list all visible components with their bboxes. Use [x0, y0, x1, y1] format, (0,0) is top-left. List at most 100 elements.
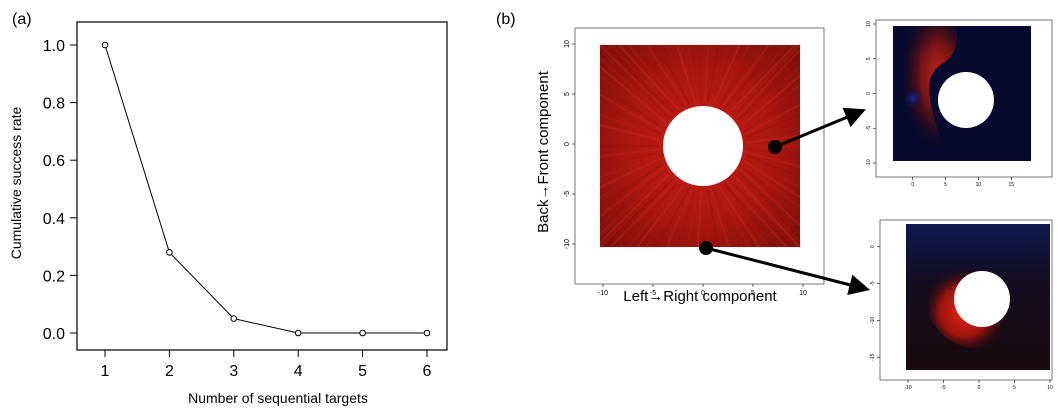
y-tick-label: -5 — [870, 281, 876, 286]
texture-streak — [715, 44, 751, 105]
texture-streak — [735, 173, 801, 244]
inset-bottom: -10 -5 0 5 10 -15 -10 -5 0 — [870, 219, 1053, 391]
inset-top-blue-blob — [902, 87, 924, 109]
inset-bottom-x-axis: -10 -5 0 5 10 — [904, 380, 1053, 391]
y-axis: 0.0 0.2 0.4 0.6 0.8 1.0 — [43, 38, 77, 343]
y-tick-label: -5 — [866, 126, 872, 131]
texture-streak — [645, 186, 688, 248]
inset-top-red-region — [893, 26, 958, 150]
texture-streak — [696, 44, 703, 103]
texture-streak — [655, 44, 691, 105]
y-tick-label: 0.4 — [43, 211, 65, 228]
x-tick-label: 15 — [1009, 182, 1015, 188]
texture-streak — [686, 189, 700, 248]
texture-streak — [718, 186, 761, 248]
x-tick-label: -10 — [904, 385, 911, 391]
y-tick-label: 0.2 — [43, 268, 65, 285]
main-heatmap: -10 -5 0 5 10 -10 -5 0 5 10 Left→Right component… — [535, 27, 825, 305]
texture-streak — [742, 84, 801, 129]
texture-streak — [737, 57, 801, 121]
texture-streak — [741, 74, 801, 127]
x-tick-label: 10 — [976, 182, 982, 188]
y-tick-label: -15 — [870, 353, 876, 360]
panel-b: (b) -10 -5 0 5 10 -10 -5 0 5 10 Left→Right compo… — [496, 11, 1053, 391]
data-point — [359, 329, 366, 337]
texture-streak — [746, 134, 801, 145]
panel-b-label: (b) — [496, 11, 516, 28]
y-tick-label: 5 — [866, 57, 872, 60]
texture-streak — [735, 48, 801, 119]
inset-bottom-hole — [954, 271, 1010, 327]
main-y-axis: -10 -5 0 5 10 — [564, 40, 575, 249]
texture-streak — [599, 65, 667, 124]
texture-streak — [744, 103, 801, 135]
panel-a-label: (a) — [12, 11, 32, 28]
texture-streak — [733, 44, 801, 117]
texture-streak — [655, 187, 691, 248]
inset-top-y-axis: -10 -5 0 5 10 — [866, 21, 876, 167]
texture-streak — [745, 154, 801, 179]
texture-streak — [599, 162, 664, 208]
texture-streak — [712, 44, 741, 104]
texture-streak — [742, 163, 801, 208]
texture-streak — [706, 44, 720, 103]
x-tick-label: 3 — [229, 363, 238, 380]
inset-top: 0 5 10 15 -10 -5 0 5 10 — [866, 19, 1053, 188]
y-tick-label: -10 — [870, 317, 876, 324]
texture-streak — [706, 189, 720, 248]
texture-streak — [645, 44, 688, 106]
texture-streak — [599, 173, 671, 244]
texture-streak — [712, 188, 741, 248]
texture-streak — [609, 44, 677, 113]
texture-streak — [743, 160, 801, 199]
x-tick-label: 0 — [701, 290, 705, 297]
texture-streak — [665, 44, 694, 104]
y-tick-label: 0.6 — [43, 153, 65, 170]
texture-streak — [737, 171, 801, 235]
y-tick-label: 1.0 — [43, 38, 65, 55]
main-x-axis: -10 -5 0 5 10 — [598, 284, 807, 297]
texture-streak — [703, 44, 710, 103]
texture-streak — [665, 188, 694, 248]
texture-streak — [744, 157, 801, 189]
texture-streak — [599, 147, 660, 158]
connectors — [699, 107, 871, 296]
series-segment — [104, 44, 170, 253]
texture-streak — [599, 134, 660, 145]
texture-streak — [627, 44, 682, 109]
texture-streak — [599, 171, 669, 235]
texture-streak — [721, 184, 770, 248]
x-tick-label: 4 — [294, 363, 303, 380]
texture-streak — [743, 93, 801, 132]
texture-streak — [731, 44, 801, 115]
texture-streak — [746, 124, 801, 141]
texture-streak — [627, 183, 682, 248]
x-tick-label: 6 — [423, 363, 432, 380]
texture-streak — [686, 44, 700, 103]
texture-streak — [696, 189, 703, 248]
y-tick-label: 0 — [870, 245, 876, 248]
x-tick-label: 10 — [1047, 385, 1053, 391]
texture-streak — [636, 44, 685, 108]
texture-streak — [715, 187, 751, 248]
x-tick-label: -5 — [650, 290, 656, 297]
x-tick-label: 5 — [358, 363, 367, 380]
texture-streak — [599, 93, 663, 132]
texture-streak — [636, 184, 685, 248]
texture-streak — [745, 113, 801, 138]
texture-streak — [729, 179, 797, 248]
inset-top-x-axis: 0 5 10 15 — [911, 177, 1014, 188]
texture-streak — [618, 181, 680, 248]
y-axis-label: Cumulative success rate — [8, 107, 24, 260]
texture-streak — [599, 84, 664, 130]
texture-streak — [599, 157, 662, 189]
data-point — [101, 41, 109, 49]
texture-streak — [724, 183, 779, 248]
x-tick-label: 5 — [1013, 385, 1016, 391]
x-tick-label: -10 — [598, 290, 608, 297]
y-tick-label: -10 — [564, 239, 571, 249]
texture-streak — [599, 124, 660, 141]
y-tick-label: 0.0 — [43, 326, 65, 343]
texture-streak — [729, 44, 797, 113]
inset-top-hole — [938, 72, 994, 128]
